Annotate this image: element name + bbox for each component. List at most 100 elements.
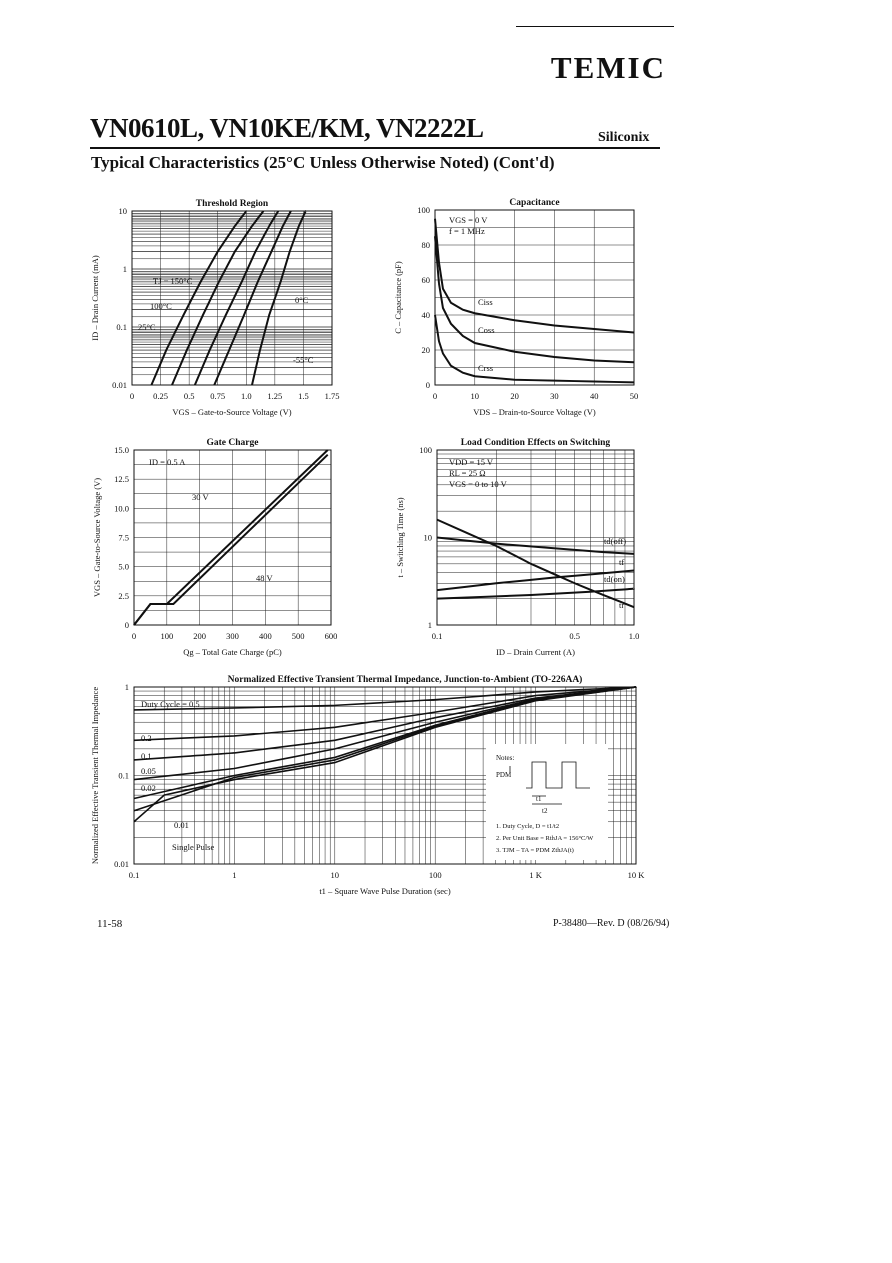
series-label-duty-cycle-0-5: Duty Cycle = 0.5 [141,699,200,709]
series-line-ciss [434,218,635,334]
x-tick-label: 10 [331,870,340,880]
x-tick-label: 0.5 [184,391,195,401]
series-label-tf: tf [619,557,624,567]
chart-title: Normalized Effective Transient Thermal I… [228,674,583,685]
chart-frame [434,209,635,386]
x-axis-label: t1 – Square Wave Pulse Duration (sec) [319,886,451,896]
y-tick-label: 1 [125,682,129,692]
x-tick-label: 400 [259,631,272,641]
series-line-0-2 [133,686,637,742]
series-line-coss [434,236,635,364]
x-tick-label: 500 [292,631,305,641]
x-tick-label: 0 [132,631,136,641]
series-line-single-pulse [133,686,637,823]
series-line-100-c [171,210,265,386]
y-tick-label: 0.1 [118,771,129,781]
condition-label: VDD = 15 V [449,457,494,467]
y-axis-label: VGS – Gate-to-Source Voltage (V) [92,478,102,597]
notes-line-2: 2. Per Unit Base = RthJA = 156°C/W [496,835,594,842]
y-tick-label: 60 [422,275,431,285]
part-numbers: VN0610L, VN10KE/KM, VN2222L [90,113,484,143]
x-tick-label: 100 [429,870,442,880]
series-label-crss: Crss [478,363,493,373]
document-reference: P-38480—Rev. D (08/26/94) [553,918,670,929]
y-axis-label: C – Capacitance (pF) [393,261,403,334]
x-tick-label: 0 [433,391,437,401]
series-label-tr: tr [619,600,624,610]
condition-label: f = 1 MHz [449,226,485,236]
chart-frame [133,686,637,865]
notes-line-1: 1. Duty Cycle, D = t1/t2 [496,823,559,830]
series-label-25-c: 25°C [138,322,156,332]
series-line-td-off [436,536,635,555]
y-tick-label: 1 [123,264,127,274]
x-tick-label: 0.25 [153,391,168,401]
y-tick-label: 40 [422,310,431,320]
chart-title: Capacitance [509,198,559,208]
series-label-coss: Coss [478,325,495,335]
y-tick-label: 0 [426,380,430,390]
y-tick-label: 80 [422,240,431,250]
series-label-30-v: 30 V [192,492,209,502]
y-tick-label: 12.5 [114,474,129,484]
y-tick-label: 0.01 [112,380,127,390]
x-tick-label: 20 [510,391,519,401]
x-tick-label: 1.0 [241,391,252,401]
notes-pdm: PDM [496,771,512,779]
chart-frame [133,449,332,626]
x-tick-label: 1.5 [298,391,309,401]
y-axis-label: t – Switching Time (ns) [395,497,405,577]
series-label-0-c: 0°C [295,295,309,305]
series-label-48-v: 48 V [256,573,273,583]
condition-label: VGS = 0 V [449,215,488,225]
chart-title: Gate Charge [207,438,259,448]
y-tick-label: 2.5 [118,591,129,601]
y-tick-label: 0.01 [114,859,129,869]
x-tick-label: 30 [550,391,559,401]
x-tick-label: 0.75 [210,391,225,401]
page-number: 11-58 [97,918,123,930]
x-axis-label: Qg – Total Gate Charge (pC) [183,647,282,657]
series-label-0-2: 0.2 [141,733,152,743]
notes-t2: t2 [542,807,548,815]
y-tick-label: 100 [417,205,430,215]
y-axis-label: ID – Drain Current (mA) [90,255,100,341]
series-label-55-c: -55°C [293,355,314,365]
x-tick-label: 0.1 [129,870,140,880]
notes-t1: t1 [536,795,542,803]
x-tick-label: 1 [232,870,236,880]
series-label-single-pulse: Single Pulse [172,842,214,852]
y-tick-label: 1 [428,620,432,630]
notes-heading: Notes: [496,754,514,762]
notes-box [486,744,608,860]
header-rule [90,147,660,149]
pulse-dimensions [532,795,562,805]
x-tick-label: 600 [325,631,338,641]
condition-label: RL = 25 Ω [449,468,486,478]
notes-line-3: 3. TJM – TA = PDM ZthJA(t) [496,847,574,854]
y-tick-label: 100 [419,445,432,455]
y-tick-label: 5.0 [118,562,129,572]
brand-logo: TEMIC [550,50,666,85]
series-label-td-on: td(on) [604,574,625,584]
series-line-tj-150-c [150,210,248,386]
y-tick-label: 0.1 [116,322,127,332]
chart-title: Threshold Region [196,199,269,209]
section-title: Typical Characteristics (25°C Unless Oth… [91,153,555,172]
series-line-0-c [213,210,292,386]
chart-grid [131,210,333,386]
x-tick-label: 100 [160,631,173,641]
manufacturer: Siliconix [598,130,650,145]
x-tick-label: 1 K [529,870,542,880]
series-label-0-01: 0.01 [174,820,189,830]
pulse-waveform [509,761,590,789]
x-tick-label: 200 [193,631,206,641]
y-tick-label: 0 [125,620,129,630]
series-label-0-1: 0.1 [141,751,152,761]
condition-label: ID = 0.5 A [149,457,186,467]
